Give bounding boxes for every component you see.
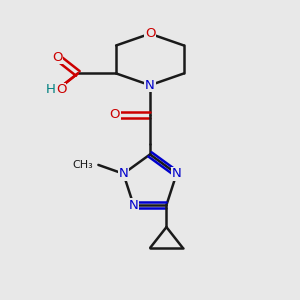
Text: N: N — [172, 167, 182, 180]
Text: N: N — [129, 199, 138, 212]
Text: O: O — [52, 51, 62, 64]
Text: O: O — [110, 108, 120, 121]
Text: O: O — [145, 27, 155, 40]
Text: N: N — [145, 79, 155, 92]
Text: O: O — [56, 83, 66, 96]
Text: CH₃: CH₃ — [72, 160, 93, 170]
Text: N: N — [118, 167, 128, 180]
Text: H: H — [46, 83, 56, 96]
